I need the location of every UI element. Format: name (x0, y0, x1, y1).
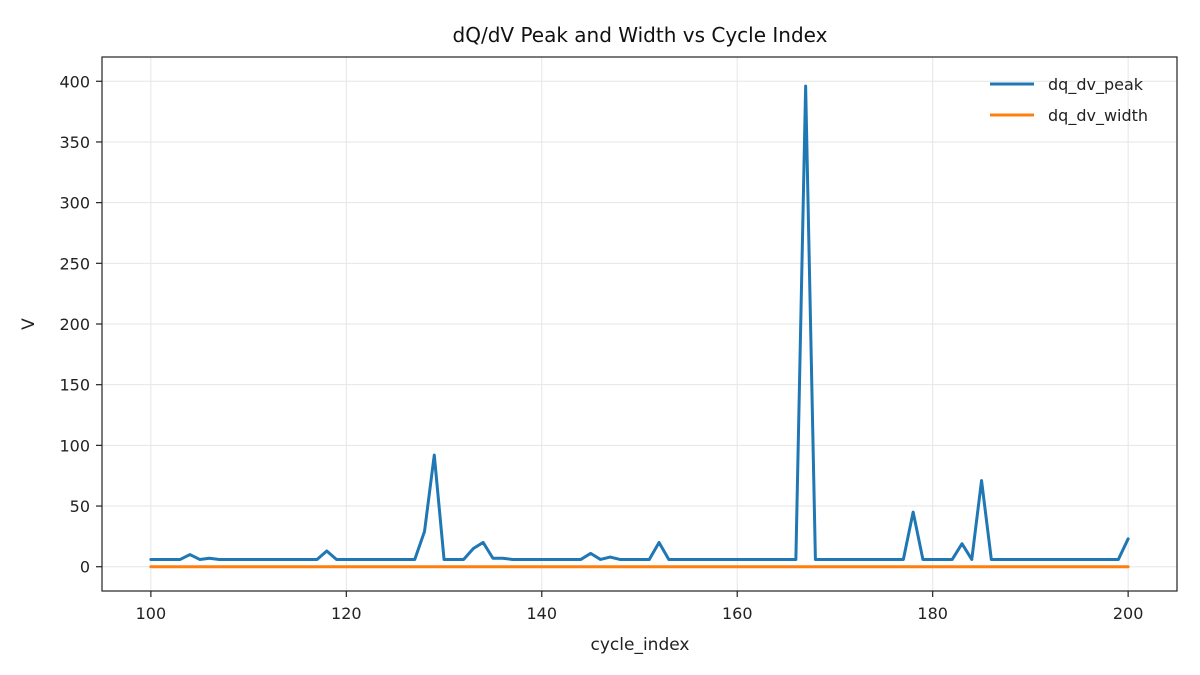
y-tick-label: 150 (59, 376, 90, 395)
x-tick-label: 140 (526, 604, 557, 623)
y-tick-label: 100 (59, 436, 90, 455)
y-tick-label: 50 (70, 497, 90, 516)
x-tick-label: 120 (331, 604, 362, 623)
legend-label: dq_dv_peak (1048, 75, 1144, 95)
y-axis-label: V (19, 318, 39, 330)
axis-ticks: 100 120 140 160 180 200 0 50 100 150 200 250 300 350 4… (59, 72, 1143, 623)
x-tick-label: 180 (917, 604, 948, 623)
series-line-dq_dv_peak (149, 84, 1130, 561)
x-tick-label: 100 (136, 604, 167, 623)
x-tick-label: 200 (1113, 604, 1144, 623)
gridlines (102, 57, 1177, 591)
x-tick-label: 160 (722, 604, 753, 623)
y-tick-label: 350 (59, 133, 90, 152)
chart-title: dQ/dV Peak and Width vs Cycle Index (453, 23, 828, 47)
y-tick-label: 200 (59, 315, 90, 334)
legend-label: dq_dv_width (1048, 106, 1148, 126)
y-tick-label: 250 (59, 254, 90, 273)
y-tick-label: 400 (59, 72, 90, 91)
y-tick-label: 0 (80, 558, 90, 577)
x-axis-label: cycle_index (591, 635, 690, 655)
series-lines (149, 84, 1130, 569)
y-tick-label: 300 (59, 194, 90, 213)
legend: dq_dv_peak dq_dv_width (990, 75, 1148, 126)
